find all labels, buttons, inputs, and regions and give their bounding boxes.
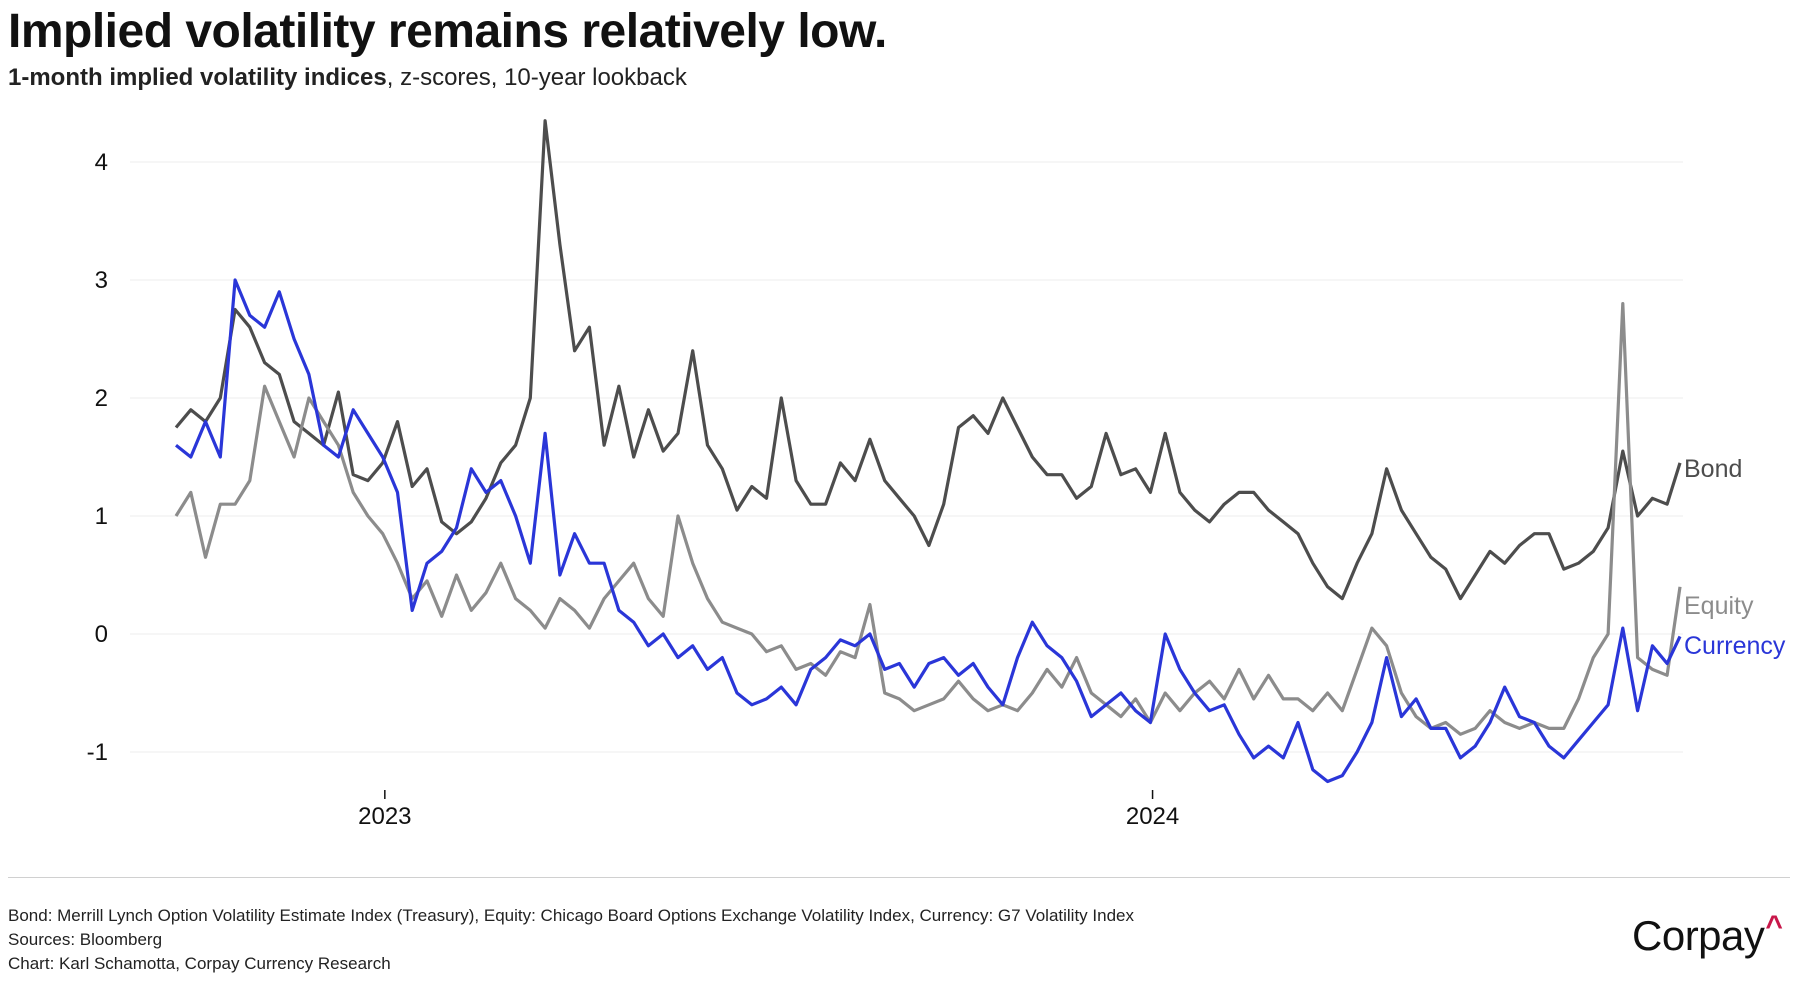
series-labels: Bond Equity Currency [1684,455,1786,660]
gridlines [130,161,1683,753]
y-tick-label: 3 [95,267,108,294]
chart-title: Implied volatility remains relatively lo… [8,5,887,58]
series-line-currency [175,278,1682,784]
subtitle-rest: , z-scores, 10-year lookback [386,64,687,91]
footer-credit: Chart: Karl Schamotta, Corpay Currency R… [8,954,391,973]
series-lines [174,119,1682,784]
y-axis: 4 3 2 1 0 -1 [87,149,108,766]
line-chart: 4 3 2 1 0 -1 2023 2024 Bond Equity Currency [87,119,1786,830]
chart-subtitle: 1-month implied volatility indices, z-sc… [8,64,687,92]
corpay-logo: Corpay^ [1632,910,1783,960]
x-tick-label: 2023 [358,803,411,830]
y-tick-label: 1 [95,503,108,530]
logo-text: Corpay [1632,912,1765,959]
logo-caret-icon: ^ [1765,910,1783,943]
footer-sources: Sources: Bloomberg [8,930,163,949]
x-tick-label: 2024 [1126,803,1179,830]
series-label-bond: Bond [1684,455,1742,483]
footer-note: Bond: Merrill Lynch Option Volatility Es… [8,906,1134,925]
y-tick-label: -1 [87,739,108,766]
x-axis: 2023 2024 [358,790,1179,830]
series-label-currency: Currency [1684,632,1786,660]
series-label-equity: Equity [1684,592,1754,620]
subtitle-strong: 1-month implied volatility indices [8,64,387,91]
series-line-bond [174,119,1682,601]
y-tick-label: 2 [95,385,108,412]
footer-divider [8,877,1790,878]
y-tick-label: 4 [95,149,108,176]
y-tick-label: 0 [95,621,108,648]
